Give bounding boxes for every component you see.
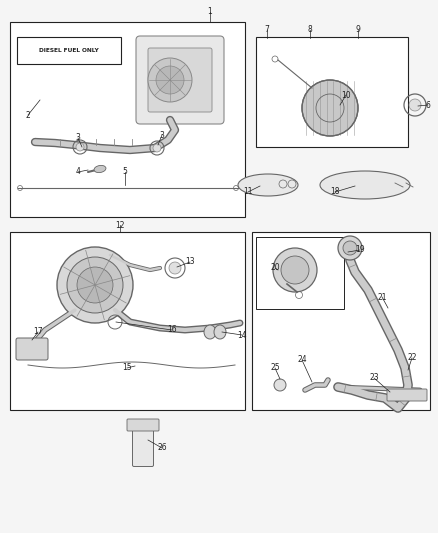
Ellipse shape	[320, 171, 410, 199]
Text: 21: 21	[377, 293, 387, 302]
Circle shape	[76, 143, 84, 151]
FancyBboxPatch shape	[17, 37, 121, 64]
Circle shape	[169, 262, 181, 274]
FancyBboxPatch shape	[133, 424, 153, 466]
Circle shape	[67, 257, 123, 313]
Circle shape	[153, 144, 161, 152]
FancyBboxPatch shape	[387, 389, 427, 401]
Text: 15: 15	[122, 364, 132, 373]
Bar	[10, 232, 245, 410]
Bar	[10, 22, 245, 217]
Circle shape	[57, 247, 133, 323]
Text: 6: 6	[426, 101, 431, 109]
Circle shape	[273, 248, 317, 292]
Circle shape	[338, 236, 362, 260]
Circle shape	[343, 241, 357, 255]
Ellipse shape	[94, 165, 106, 173]
Text: 17: 17	[33, 327, 43, 336]
Text: 8: 8	[307, 26, 312, 35]
Text: 20: 20	[270, 263, 280, 272]
Circle shape	[409, 99, 421, 111]
Circle shape	[281, 256, 309, 284]
FancyBboxPatch shape	[136, 36, 224, 124]
Circle shape	[274, 379, 286, 391]
Text: 5: 5	[123, 167, 127, 176]
Text: 7: 7	[265, 26, 269, 35]
Text: 22: 22	[407, 353, 417, 362]
FancyBboxPatch shape	[127, 419, 159, 431]
Text: 2: 2	[26, 110, 30, 119]
Text: 23: 23	[369, 374, 379, 383]
Ellipse shape	[238, 174, 298, 196]
Text: 13: 13	[185, 257, 195, 266]
Bar	[256, 37, 408, 147]
FancyBboxPatch shape	[16, 338, 48, 360]
Circle shape	[302, 80, 358, 136]
FancyBboxPatch shape	[148, 48, 212, 112]
Ellipse shape	[204, 325, 216, 339]
Text: 3: 3	[76, 133, 81, 142]
Bar	[256, 237, 344, 309]
Text: 11: 11	[243, 188, 253, 197]
Text: 25: 25	[270, 364, 280, 373]
Text: 26: 26	[157, 443, 167, 453]
Circle shape	[77, 267, 113, 303]
Text: DIESEL FUEL ONLY: DIESEL FUEL ONLY	[39, 49, 99, 53]
Text: 18: 18	[330, 188, 340, 197]
Text: 1: 1	[208, 7, 212, 17]
Text: 4: 4	[76, 167, 81, 176]
Text: 16: 16	[167, 326, 177, 335]
Text: 12: 12	[115, 221, 125, 230]
Text: 9: 9	[356, 26, 360, 35]
Text: 24: 24	[297, 356, 307, 365]
Circle shape	[148, 58, 192, 102]
Circle shape	[156, 66, 184, 94]
Text: 3: 3	[159, 131, 164, 140]
Ellipse shape	[214, 325, 226, 339]
Text: 19: 19	[355, 246, 365, 254]
Text: 10: 10	[341, 91, 351, 100]
Text: 14: 14	[237, 330, 247, 340]
Bar	[252, 232, 430, 410]
